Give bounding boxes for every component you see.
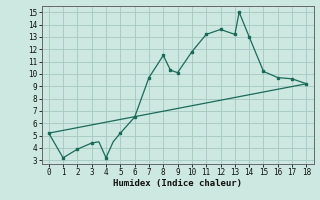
- X-axis label: Humidex (Indice chaleur): Humidex (Indice chaleur): [113, 179, 242, 188]
